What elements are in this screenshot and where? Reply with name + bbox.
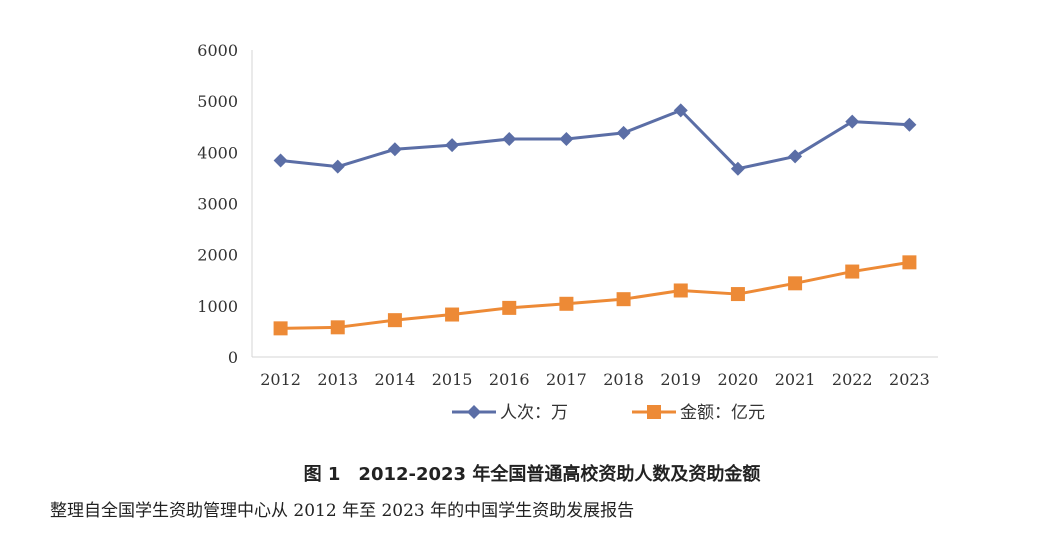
data-point [273, 321, 288, 336]
y-tick-label: 5000 [197, 92, 238, 111]
data-point [616, 125, 631, 140]
x-tick-label: 2012 [260, 370, 301, 389]
y-tick-label: 1000 [197, 297, 238, 316]
legend-marker [467, 405, 481, 419]
data-point [788, 276, 803, 291]
x-tick-label: 2019 [660, 370, 701, 389]
data-point [902, 255, 917, 270]
figure-caption: 图 1 2012-2023 年全国普通高校资助人数及资助金额 [303, 464, 761, 485]
series-0 [273, 103, 917, 176]
data-point [845, 114, 860, 129]
data-point [845, 264, 860, 279]
data-point [559, 132, 574, 147]
y-tick-label: 6000 [197, 41, 238, 60]
x-tick-label: 2022 [832, 370, 873, 389]
y-tick-label: 4000 [197, 143, 238, 162]
data-point [788, 149, 803, 164]
data-point [387, 142, 402, 157]
x-tick-label: 2023 [889, 370, 930, 389]
legend-item: 人次：万 [452, 403, 568, 423]
y-tick-label: 2000 [197, 246, 238, 265]
legend-marker [647, 405, 661, 419]
legend-item: 金额：亿元 [632, 403, 765, 423]
series-line [280, 260, 910, 330]
data-point [445, 138, 460, 153]
data-point [273, 153, 288, 168]
y-axis: 0 1000 2000 3000 4000 5000 6000 [197, 41, 253, 367]
data-point [502, 132, 517, 147]
data-point [902, 117, 917, 132]
x-tick-label: 2021 [775, 370, 816, 389]
x-tick-label: 2014 [375, 370, 416, 389]
series-line [280, 108, 910, 171]
series-lines [273, 103, 917, 336]
legend: 人次：万 金额：亿元 [452, 403, 765, 423]
source-note: 整理自全国学生资助管理中心从 2012 年至 2023 年的中国学生资助发展报告 [50, 501, 635, 521]
data-point [730, 161, 745, 176]
data-point [559, 296, 574, 311]
y-tick-label: 3000 [197, 195, 238, 214]
series-1 [273, 255, 917, 336]
x-tick-label: 2020 [718, 370, 759, 389]
x-tick-label: 2016 [489, 370, 530, 389]
data-point [330, 159, 345, 174]
data-point [673, 283, 688, 298]
data-point [616, 292, 631, 307]
x-tick-label: 2015 [432, 370, 473, 389]
data-point [330, 320, 345, 335]
x-tick-label: 2018 [603, 370, 644, 389]
x-tick-label: 2013 [317, 370, 358, 389]
data-point [730, 287, 745, 302]
x-tick-label: 2017 [546, 370, 587, 389]
data-point [387, 313, 402, 328]
data-point [502, 300, 517, 315]
legend-label: 人次：万 [500, 403, 568, 423]
data-point [445, 307, 460, 322]
x-axis: 2012 2013 2014 2015 2016 2017 2018 2019 2020 2021… [252, 356, 938, 389]
y-tick-label: 0 [228, 348, 238, 367]
data-point [673, 103, 688, 118]
legend-label: 金额：亿元 [680, 403, 765, 423]
